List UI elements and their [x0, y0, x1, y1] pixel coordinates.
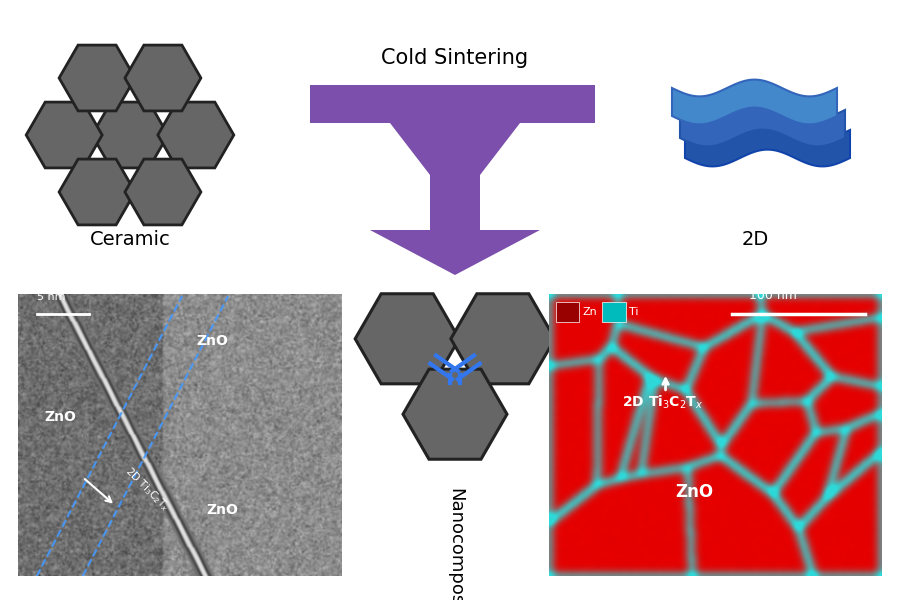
Polygon shape [680, 101, 845, 146]
Polygon shape [370, 230, 540, 275]
Text: Ceramic: Ceramic [90, 230, 170, 249]
Text: 5 nm: 5 nm [38, 292, 66, 302]
Polygon shape [672, 80, 837, 124]
Polygon shape [430, 175, 480, 230]
Text: ZnO: ZnO [676, 483, 714, 501]
Text: Nanocomposite: Nanocomposite [446, 488, 464, 600]
Text: ZnO: ZnO [44, 410, 76, 424]
Text: ZnO: ZnO [196, 334, 228, 348]
Polygon shape [403, 369, 507, 459]
Text: 2D Ti$_3$C$_2$T$_x$: 2D Ti$_3$C$_2$T$_x$ [622, 394, 704, 411]
Polygon shape [310, 85, 595, 123]
Polygon shape [451, 294, 554, 384]
Polygon shape [125, 45, 201, 111]
Text: 100 nm: 100 nm [749, 289, 796, 302]
Polygon shape [158, 102, 234, 168]
Polygon shape [59, 45, 135, 111]
Text: 2D Ti$_3$C$_2$T$_x$: 2D Ti$_3$C$_2$T$_x$ [122, 464, 172, 514]
Text: Zn: Zn [582, 307, 597, 317]
Bar [555, 302, 579, 322]
Polygon shape [26, 102, 103, 168]
Text: Cold Sintering: Cold Sintering [382, 48, 528, 68]
Polygon shape [125, 159, 201, 225]
Text: Ti: Ti [629, 307, 638, 317]
Text: 2D: 2D [742, 230, 769, 249]
Polygon shape [356, 294, 459, 384]
Polygon shape [685, 122, 850, 166]
Polygon shape [59, 159, 135, 225]
Bar [602, 302, 626, 322]
Polygon shape [92, 102, 168, 168]
Text: ZnO: ZnO [206, 503, 238, 517]
Polygon shape [390, 123, 520, 175]
